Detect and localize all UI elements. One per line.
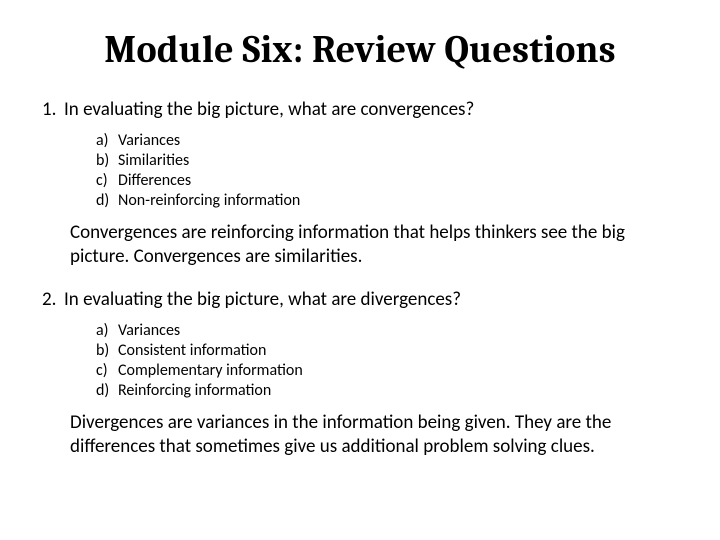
- option-label: a): [96, 321, 118, 341]
- option-label: b): [96, 341, 118, 361]
- question-block: 2. In evaluating the big picture, what a…: [42, 288, 678, 460]
- question-text: In evaluating the big picture, what are …: [64, 98, 474, 121]
- option-item: b) Consistent information: [96, 341, 678, 361]
- option-label: d): [96, 381, 118, 401]
- question-text: In evaluating the big picture, what are …: [64, 288, 461, 311]
- option-label: b): [96, 151, 118, 171]
- option-text: Differences: [118, 171, 191, 191]
- answer-text: Divergences are variances in the informa…: [70, 411, 678, 460]
- question-number: 2.: [42, 288, 64, 311]
- slide: Module Six: Review Questions 1. In evalu…: [0, 0, 720, 540]
- option-label: d): [96, 191, 118, 211]
- page-title: Module Six: Review Questions: [42, 28, 678, 72]
- option-text: Consistent information: [118, 341, 266, 361]
- answer-text: Convergences are reinforcing information…: [70, 221, 678, 270]
- question-block: 1. In evaluating the big picture, what a…: [42, 98, 678, 270]
- option-item: b) Similarities: [96, 151, 678, 171]
- option-text: Non-reinforcing information: [118, 191, 300, 211]
- option-label: c): [96, 361, 118, 381]
- option-label: c): [96, 171, 118, 191]
- options-list: a) Variances b) Similarities c) Differen…: [96, 131, 678, 211]
- option-item: c) Complementary information: [96, 361, 678, 381]
- option-item: c) Differences: [96, 171, 678, 191]
- option-item: a) Variances: [96, 131, 678, 151]
- question-line: 1. In evaluating the big picture, what a…: [42, 98, 678, 121]
- options-list: a) Variances b) Consistent information c…: [96, 321, 678, 401]
- question-number: 1.: [42, 98, 64, 121]
- option-text: Similarities: [118, 151, 189, 171]
- option-text: Complementary information: [118, 361, 303, 381]
- option-item: a) Variances: [96, 321, 678, 341]
- option-label: a): [96, 131, 118, 151]
- option-item: d) Reinforcing information: [96, 381, 678, 401]
- option-text: Reinforcing information: [118, 381, 271, 401]
- question-line: 2. In evaluating the big picture, what a…: [42, 288, 678, 311]
- option-text: Variances: [118, 321, 180, 341]
- option-item: d) Non-reinforcing information: [96, 191, 678, 211]
- option-text: Variances: [118, 131, 180, 151]
